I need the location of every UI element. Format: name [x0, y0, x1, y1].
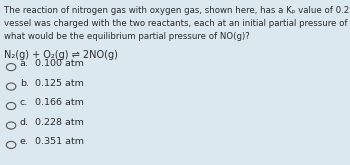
Text: The reaction of nitrogen gas with oxygen gas, shown here, has a Kₚ value of 0.25: The reaction of nitrogen gas with oxygen…	[4, 6, 350, 15]
Text: 0.166 atm: 0.166 atm	[35, 98, 84, 107]
Text: N₂(g) + O₂(g) ⇌ 2NO(g): N₂(g) + O₂(g) ⇌ 2NO(g)	[4, 50, 117, 60]
Text: 0.228 atm: 0.228 atm	[35, 118, 84, 127]
Text: vessel was charged with the two reactants, each at an initial partial pressure o: vessel was charged with the two reactant…	[4, 19, 350, 28]
Text: what would be the equilibrium partial pressure of NO(g)?: what would be the equilibrium partial pr…	[4, 32, 249, 41]
Text: a.: a.	[20, 59, 29, 68]
Text: e.: e.	[20, 137, 29, 146]
Text: d.: d.	[20, 118, 29, 127]
Text: c.: c.	[20, 98, 28, 107]
Text: 0.125 atm: 0.125 atm	[35, 79, 84, 88]
Text: 0.351 atm: 0.351 atm	[35, 137, 84, 146]
Text: 0.100 atm: 0.100 atm	[35, 59, 84, 68]
Text: b.: b.	[20, 79, 29, 88]
